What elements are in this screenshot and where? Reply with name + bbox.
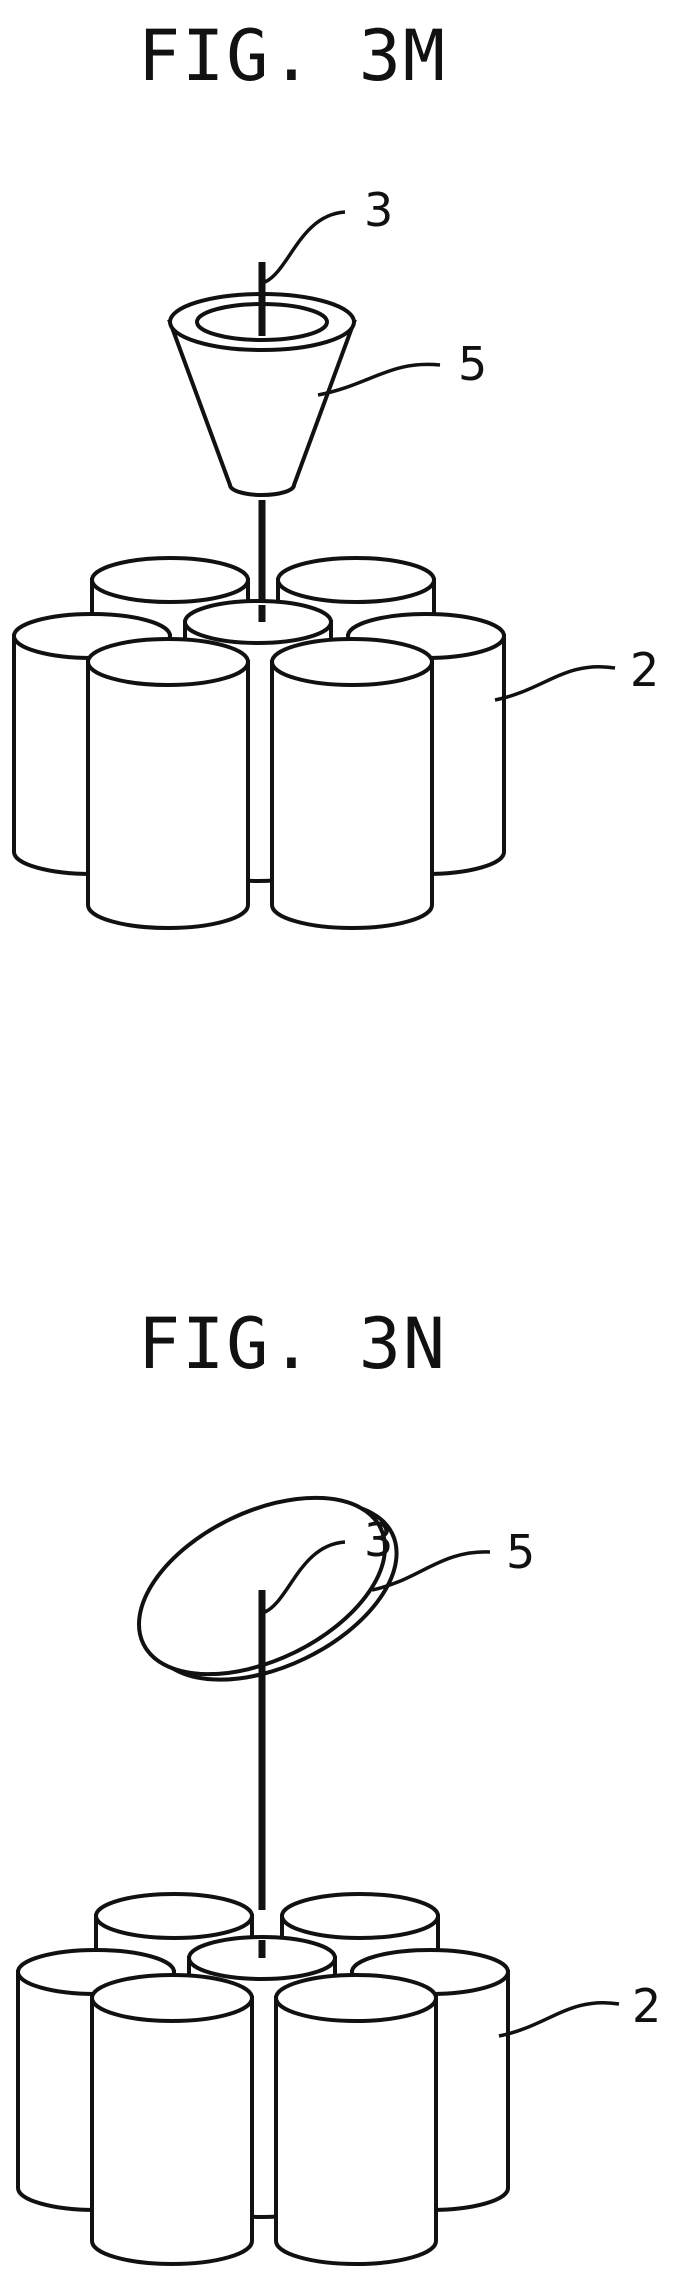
label-member: 5 <box>506 1525 535 1579</box>
figure-3n: FIG. 3N 3 5 2 <box>18 1303 661 2264</box>
leader-cells <box>499 2003 619 2036</box>
figure-title: FIG. 3M <box>138 15 447 97</box>
label-cells: 2 <box>632 1979 661 2033</box>
label-member: 5 <box>458 337 487 391</box>
label-cells: 2 <box>630 643 659 697</box>
figure-title: FIG. 3N <box>138 1303 447 1385</box>
label-rod: 3 <box>364 183 393 237</box>
leader-cells <box>495 667 615 700</box>
leader-rod <box>265 212 345 282</box>
label-rod: 3 <box>364 1513 393 1567</box>
figure-3m: FIG. 3M 3 5 2 <box>14 15 659 928</box>
